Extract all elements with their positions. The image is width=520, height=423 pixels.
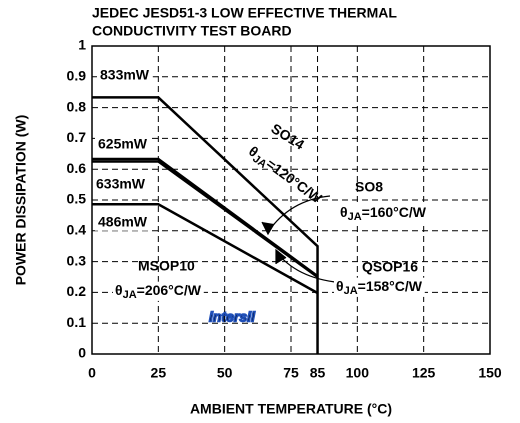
power-label: 833mW	[100, 67, 150, 83]
theta-label: θJA=158°C/W	[336, 278, 423, 297]
y-tick-label: 0.1	[67, 314, 87, 330]
theta-text: =206°C/W	[137, 282, 202, 298]
label-bg	[93, 174, 149, 193]
x-tick-label: 100	[346, 365, 370, 381]
theta-text: =158°C/W	[358, 278, 423, 294]
y-tick-label: 0.6	[67, 160, 87, 176]
theta-label: θJA=206°C/W	[115, 282, 202, 301]
theta-symbol: θ	[340, 204, 348, 220]
theta-subscript: JA	[123, 289, 137, 301]
y-tick-label: 0	[78, 345, 86, 361]
power-label: 625mW	[98, 136, 148, 152]
series-name: QSOP16	[362, 259, 418, 275]
theta-label: θJA=160°C/W	[340, 204, 427, 223]
series-line	[92, 157, 319, 278]
x-tick-label: 85	[310, 365, 326, 381]
y-tick-label: 0.7	[67, 129, 87, 145]
arrow	[267, 195, 331, 233]
y-tick-label: 0.8	[67, 98, 87, 114]
arrow-head	[261, 221, 275, 236]
y-axis-label: POWER DISSIPATION (W)	[13, 115, 29, 286]
series-name: SO14	[268, 120, 307, 153]
theta-text: =160°C/W	[362, 204, 427, 220]
theta-subscript: JA	[348, 211, 362, 223]
series-name: SO8	[355, 179, 383, 195]
label-bg	[334, 277, 425, 297]
y-tick-label: 0.3	[67, 252, 87, 268]
series-line	[92, 203, 319, 295]
y-tick-label: 1	[78, 37, 86, 53]
x-tick-label: 0	[88, 365, 96, 381]
y-tick-label: 0.4	[67, 222, 87, 238]
series-name: MSOP10	[138, 258, 195, 274]
y-tick-label: 0.5	[67, 191, 87, 207]
theta-symbol: θ	[115, 282, 123, 298]
theta-symbol: θ	[336, 278, 344, 294]
x-tick-label: 150	[478, 365, 502, 381]
power-label: 486mW	[98, 214, 148, 230]
series-line	[92, 96, 319, 354]
x-tick-label: 50	[217, 365, 233, 381]
x-axis-label: AMBIENT TEMPERATURE (°C)	[190, 401, 392, 417]
label-bg	[338, 203, 429, 223]
y-tick-label: 0.9	[67, 68, 87, 84]
x-tick-label: 75	[283, 365, 299, 381]
power-label: 633mW	[96, 176, 146, 192]
theta-label: θJA=120°C/W	[244, 142, 325, 209]
chart-title: CONDUCTIVITY TEST BOARD	[92, 23, 292, 39]
x-tick-label: 125	[412, 365, 436, 381]
label-bg	[95, 212, 151, 231]
y-tick-label: 0.2	[67, 283, 87, 299]
arrow-head	[275, 248, 287, 264]
theta-subscript: JA	[344, 285, 358, 297]
label-bg	[95, 134, 151, 153]
x-tick-label: 25	[151, 365, 167, 381]
theta-text: =120°C/W	[264, 155, 326, 206]
chart-title: JEDEC JESD51-3 LOW EFFECTIVE THERMAL	[92, 5, 397, 21]
label-bg	[113, 281, 204, 301]
watermark: intersil	[209, 309, 256, 325]
label-bg	[97, 65, 153, 84]
